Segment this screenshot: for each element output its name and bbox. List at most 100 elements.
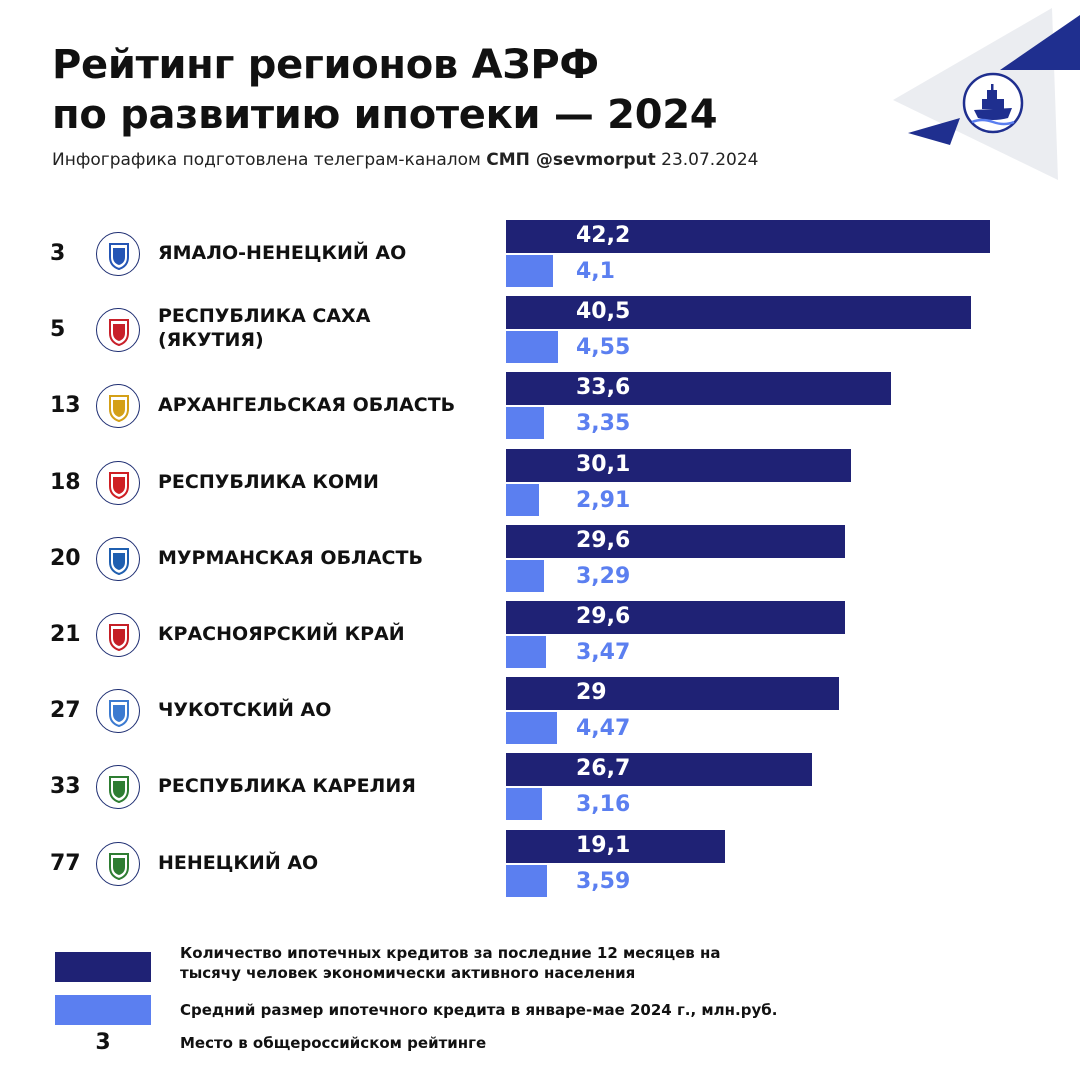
rank-number: 77 [50, 850, 81, 876]
bar-label-average-loan: 4,47 [576, 716, 631, 742]
rank-number: 18 [50, 469, 81, 495]
region-name: МУРМАНСКАЯ ОБЛАСТЬ [158, 546, 503, 570]
bar-label-average-loan: 3,47 [576, 640, 631, 665]
legend-item-count: Количество ипотечных кредитов за последн… [180, 943, 860, 983]
region-name: АРХАНГЕЛЬСКАЯ ОБЛАСТЬ [158, 393, 503, 417]
legend-swatch-dark [55, 952, 151, 982]
bar-mortgage-count [506, 829, 726, 863]
bar-label-average-loan: 3,35 [576, 411, 631, 437]
bar-label-average-loan: 3,29 [576, 563, 631, 589]
chart-row: 20 МУРМАНСКАЯ ОБЛАСТЬ 29,6 3,29 [0, 524, 1080, 601]
bar-average-loan [506, 712, 558, 745]
title-line-2: по развитию ипотеки — 2024 [52, 92, 718, 138]
chart-row: 5 РЕСПУБЛИКА САХА (ЯКУТИЯ) 40,5 4,55 [0, 296, 1080, 372]
bar-average-loan [506, 636, 546, 668]
region-name: РЕСПУБЛИКА КОМИ [158, 470, 503, 494]
subtitle: Инфографика подготовлена телеграм-канало… [52, 149, 758, 171]
region-name-line: НЕНЕЦКИЙ АО [158, 851, 319, 874]
rank-number: 5 [50, 317, 66, 343]
region-name-line: РЕСПУБЛИКА КОМИ [158, 470, 379, 493]
chart-row: 18 РЕСПУБЛИКА КОМИ 30,1 2,91 [0, 448, 1080, 525]
subtitle-date: 23.07.2024 [661, 150, 759, 170]
bar-label-mortgage-count: 30,1 [576, 451, 631, 477]
bar-mortgage-count [506, 296, 971, 330]
legend-item-rank: Место в общероссийском рейтинге [180, 1034, 487, 1052]
logo [962, 72, 1024, 134]
bar-label-mortgage-count: 40,5 [576, 299, 631, 325]
bar-label-mortgage-count: 19,1 [576, 832, 631, 858]
bar-mortgage-count [506, 524, 846, 558]
subtitle-prefix: Инфографика подготовлена телеграм-канало… [52, 150, 481, 170]
rank-number: 20 [50, 545, 81, 571]
bar-label-average-loan: 3,16 [576, 792, 631, 818]
icebreaker-ship-icon [962, 72, 1024, 134]
arkhangelsk-emblem-icon [96, 384, 140, 429]
rank-number: 33 [50, 774, 81, 800]
title-line-1: Рейтинг регионов АЗРФ [52, 42, 599, 88]
bar-average-loan [506, 255, 553, 287]
region-name: РЕСПУБЛИКА КАРЕЛИЯ [158, 774, 503, 798]
bar-label-mortgage-count: 29,6 [576, 604, 631, 629]
region-name-line: (ЯКУТИЯ) [158, 329, 264, 352]
rank-number: 27 [50, 698, 81, 724]
bar-label-mortgage-count: 29 [576, 680, 607, 706]
chart-row: 77 НЕНЕЦКИЙ АО 19,1 3,59 [0, 829, 1080, 906]
chart-row: 33 РЕСПУБЛИКА КАРЕЛИЯ 26,7 3,16 [0, 753, 1080, 829]
subtitle-channel: СМП @sevmorput [486, 150, 656, 170]
nenets-emblem-icon [96, 841, 140, 886]
murmansk-emblem-icon [96, 536, 140, 581]
chart-row: 3 ЯМАЛО-НЕНЕЦКИЙ АО 42,2 4,1 [0, 220, 1080, 296]
chart-row: 21 КРАСНОЯРСКИЙ КРАЙ 29,6 3,47 [0, 601, 1080, 677]
page-title: Рейтинг регионов АЗРФ по развитию ипотек… [52, 40, 718, 140]
legend-item-count-line-2: тысячу человек экономически активного на… [180, 964, 636, 982]
chukotka-emblem-icon [96, 689, 140, 734]
bar-mortgage-count [506, 677, 839, 711]
region-name-line: РЕСПУБЛИКА КАРЕЛИЯ [158, 775, 416, 798]
bar-average-loan [506, 864, 548, 897]
bar-average-loan [506, 788, 543, 821]
region-name-line: РЕСПУБЛИКА САХА [158, 305, 371, 328]
legend-rank-sample: 3 [95, 1030, 111, 1055]
bar-label-average-loan: 4,55 [576, 335, 631, 361]
region-name-line: МУРМАНСКАЯ ОБЛАСТЬ [158, 546, 423, 569]
komi-emblem-icon [96, 460, 140, 505]
bar-mortgage-count [506, 372, 892, 406]
region-name: РЕСПУБЛИКА САХА (ЯКУТИЯ) [158, 304, 503, 352]
blue-triangle-small [908, 118, 960, 145]
rank-number: 13 [50, 393, 81, 419]
region-name: ЯМАЛО-НЕНЕЦКИЙ АО [158, 241, 503, 265]
bar-label-mortgage-count: 33,6 [576, 375, 631, 401]
bar-average-loan [506, 559, 544, 592]
bar-mortgage-count [506, 448, 852, 482]
yamalo-nenets-emblem-icon [96, 232, 140, 276]
chart-row: 13 АРХАНГЕЛЬСКАЯ ОБЛАСТЬ 33,6 3,35 [0, 372, 1080, 448]
sakha-emblem-icon [96, 308, 140, 353]
region-name: КРАСНОЯРСКИЙ КРАЙ [158, 622, 503, 646]
bar-mortgage-count [506, 220, 990, 253]
legend-item-count-line-1: Количество ипотечных кредитов за последн… [180, 944, 721, 962]
region-name: НЕНЕЦКИЙ АО [158, 851, 503, 875]
bar-average-loan [506, 331, 559, 364]
bar-label-average-loan: 2,91 [576, 487, 631, 513]
bar-label-mortgage-count: 42,2 [576, 223, 631, 248]
krasnoyarsk-emblem-icon [96, 613, 140, 657]
bar-average-loan [506, 483, 540, 516]
bar-label-average-loan: 4,1 [576, 259, 615, 284]
bar-average-loan [506, 407, 545, 440]
bar-label-mortgage-count: 26,7 [576, 756, 631, 782]
chart-row: 27 ЧУКОТСКИЙ АО 29 4,47 [0, 677, 1080, 753]
rank-number: 3 [50, 241, 66, 266]
region-name-line: ЧУКОТСКИЙ АО [158, 699, 332, 722]
legend-swatch-light [55, 995, 151, 1025]
bar-mortgage-count [506, 753, 813, 787]
bar-label-mortgage-count: 29,6 [576, 527, 631, 553]
bar-label-average-loan: 3,59 [576, 868, 631, 894]
region-name-line: КРАСНОЯРСКИЙ КРАЙ [158, 623, 405, 645]
rank-number: 21 [50, 622, 81, 647]
region-name-line: АРХАНГЕЛЬСКАЯ ОБЛАСТЬ [158, 394, 456, 417]
region-name-line: ЯМАЛО-НЕНЕЦКИЙ АО [158, 242, 407, 264]
legend-item-size: Средний размер ипотечного кредита в янва… [180, 1001, 778, 1019]
blue-triangle-large [1000, 15, 1080, 70]
